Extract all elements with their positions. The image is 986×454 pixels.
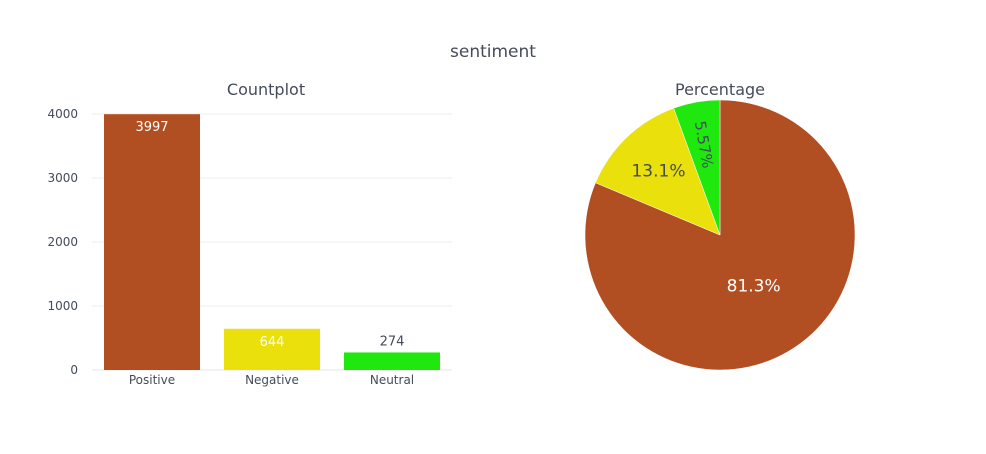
pie-slices [584, 99, 856, 371]
y-tick-label: 4000 [47, 107, 78, 121]
bar-chart: Countplot 0 1000 2000 3000 4000 3997 644 274 P… [47, 80, 452, 387]
bar-chart-title: Countplot [227, 80, 305, 99]
bar-value-label: 3997 [135, 120, 168, 135]
bar-positive [104, 114, 200, 370]
bar-negative [224, 328, 320, 370]
pie-slice-label: 13.1% [631, 161, 685, 181]
y-tick-label: 1000 [47, 299, 78, 313]
x-tick-label: Negative [245, 373, 299, 387]
bar-bars [104, 114, 440, 370]
bar-x-ticks: Positive Negative Neutral [129, 373, 414, 387]
y-tick-label: 3000 [47, 171, 78, 185]
pie-slice-neutral [673, 99, 721, 236]
y-tick-label: 0 [70, 363, 78, 377]
main-title: sentiment [450, 42, 536, 62]
y-tick-label: 2000 [47, 235, 78, 249]
bar-neutral [344, 352, 440, 370]
x-tick-label: Neutral [370, 373, 414, 387]
x-tick-label: Positive [129, 373, 175, 387]
pie-labels: 81.3%13.1%5.57% [631, 120, 780, 297]
bar-y-ticks: 0 1000 2000 3000 4000 [47, 107, 78, 377]
bar-value-label: 274 [380, 334, 405, 349]
pie-slice-negative [595, 107, 721, 236]
bar-value-label: 644 [260, 335, 285, 350]
pie-chart-title: Percentage [675, 80, 765, 99]
pie-chart: Percentage 81.3%13.1%5.57% [584, 80, 856, 371]
bar-value-labels: 3997 644 274 [135, 120, 404, 350]
pie-slice-label: 81.3% [727, 277, 781, 297]
